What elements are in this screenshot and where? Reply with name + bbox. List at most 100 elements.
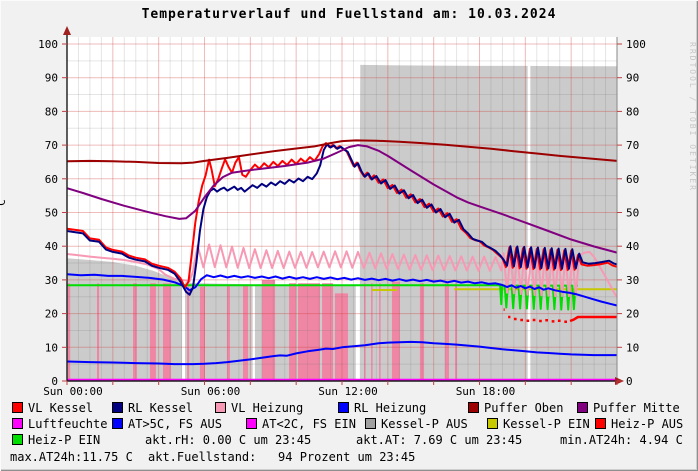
legend-item-rl-heizung: RL Heizung bbox=[338, 402, 426, 415]
legend-label: AT>5C, FS AUS bbox=[128, 417, 222, 431]
svg-text:10: 10 bbox=[45, 341, 58, 354]
svg-text:50: 50 bbox=[45, 207, 58, 220]
state-bar bbox=[379, 283, 381, 381]
legend-label: Kessel-P AUS bbox=[381, 417, 468, 431]
legend-item-puffer-mitte: Puffer Mitte bbox=[577, 402, 680, 415]
legend-label: RL Kessel bbox=[128, 401, 194, 415]
x-tick-label: Sun 06:00 bbox=[181, 385, 241, 398]
legend-stat-min-at24h-4-94-c: min.AT24h: 4.94 C bbox=[560, 434, 683, 447]
legend-swatch bbox=[468, 402, 479, 413]
state-bar bbox=[322, 283, 334, 381]
x-tick-label: Sun 12:00 bbox=[318, 385, 378, 398]
legend-label: Puffer Mitte bbox=[593, 401, 680, 415]
legend-label: Kessel-P EIN bbox=[503, 417, 590, 431]
state-bar bbox=[334, 293, 348, 381]
legend-label: akt.AT: 7.69 C um 23:45 bbox=[356, 433, 523, 447]
svg-text:100: 100 bbox=[38, 38, 58, 51]
series-at-5c-fs-aus bbox=[66, 340, 617, 366]
state-bar bbox=[243, 284, 249, 381]
state-bar bbox=[226, 284, 230, 381]
legend-item-rl-kessel: RL Kessel bbox=[112, 402, 193, 415]
legend-item-kessel-p-ein: Kessel-P EIN bbox=[487, 418, 590, 431]
legend-label: akt.Fuellstand: 94 Prozent um 23:45 bbox=[148, 450, 416, 464]
state-bar bbox=[419, 283, 425, 381]
legend-label: AT<2C, FS EIN bbox=[262, 417, 356, 431]
x-tick-label: Sun 00:00 bbox=[43, 385, 103, 398]
legend-swatch bbox=[12, 418, 23, 429]
legend-label: Puffer Oben bbox=[484, 401, 564, 415]
svg-text:40: 40 bbox=[626, 240, 639, 253]
state-bar bbox=[364, 283, 366, 381]
legend-swatch bbox=[487, 418, 498, 429]
legend-swatch bbox=[215, 402, 226, 413]
series-vl-heizung bbox=[66, 243, 618, 298]
legend-label: Heiz-P EIN bbox=[28, 433, 101, 447]
svg-text:70: 70 bbox=[45, 139, 58, 152]
state-bar bbox=[444, 283, 450, 381]
state-bar bbox=[67, 283, 71, 381]
svg-text:60: 60 bbox=[626, 173, 639, 186]
legend-item-at-2c-fs-ein: AT<2C, FS EIN bbox=[246, 418, 356, 431]
legend: VL Kessel RL Kessel VL Heizung RL Heizung Pu… bbox=[0, 398, 698, 471]
legend-label: VL Heizung bbox=[231, 401, 304, 415]
state-bar bbox=[97, 283, 100, 381]
svg-text:10: 10 bbox=[626, 341, 639, 354]
legend-label: Luftfeuchte bbox=[28, 417, 108, 431]
legend-item-luftfeuchte: Luftfeuchte bbox=[12, 418, 107, 431]
chart-canvas: 0 0 10 10 20 20 30 30 40 40 50 50 60 60 70 70 80 80 90 90 10… bbox=[38, 26, 646, 398]
svg-text:40: 40 bbox=[45, 240, 58, 253]
state-bar bbox=[289, 283, 296, 381]
legend-label: VL Kessel bbox=[28, 401, 94, 415]
svg-text:90: 90 bbox=[626, 72, 639, 85]
state-bar bbox=[149, 283, 156, 381]
svg-text:70: 70 bbox=[626, 139, 639, 152]
svg-text:30: 30 bbox=[626, 274, 639, 287]
legend-swatch bbox=[12, 402, 23, 413]
series-puffer-mitte bbox=[66, 144, 618, 254]
svg-text:0: 0 bbox=[51, 375, 58, 388]
legend-swatch bbox=[112, 418, 123, 429]
series-heiz-p-aus bbox=[503, 308, 617, 323]
state-bar bbox=[371, 283, 373, 381]
legend-label: max.AT24h:11.75 C bbox=[10, 450, 133, 464]
series-rl-heizung bbox=[66, 273, 618, 307]
graph-title: Temperaturverlauf und Fuellstand am: 10.… bbox=[141, 7, 557, 22]
state-bar bbox=[391, 281, 400, 381]
svg-text:50: 50 bbox=[626, 207, 639, 220]
legend-swatch bbox=[365, 418, 376, 429]
svg-text:90: 90 bbox=[45, 72, 58, 85]
legend-item-vl-heizung: VL Heizung bbox=[215, 402, 303, 415]
legend-item-at-5c-fs-aus: AT>5C, FS AUS bbox=[112, 418, 222, 431]
legend-item-heiz-p-aus: Heiz-P AUS bbox=[595, 418, 683, 431]
state-bar bbox=[187, 286, 190, 381]
legend-swatch bbox=[112, 402, 123, 413]
legend-stat-akt-at-7-69-c-um-23-45: akt.AT: 7.69 C um 23:45 bbox=[356, 434, 522, 447]
state-bar bbox=[454, 283, 458, 381]
svg-text:20: 20 bbox=[45, 308, 58, 321]
series-puffer-oben bbox=[66, 139, 618, 165]
legend-item-puffer-oben: Puffer Oben bbox=[468, 402, 563, 415]
svg-text:80: 80 bbox=[45, 105, 58, 118]
legend-label: akt.rH: 0.00 C um 23:45 bbox=[145, 433, 312, 447]
svg-text:20: 20 bbox=[626, 308, 639, 321]
legend-item-kessel-p-aus: Kessel-P AUS bbox=[365, 418, 468, 431]
legend-swatch bbox=[338, 402, 349, 413]
series-rl-kessel bbox=[66, 143, 618, 296]
legend-item-vl-kessel: VL Kessel bbox=[12, 402, 93, 415]
state-bar bbox=[133, 283, 137, 381]
svg-text:80: 80 bbox=[626, 105, 639, 118]
state-bar bbox=[199, 286, 205, 381]
svg-text:100: 100 bbox=[626, 38, 646, 51]
legend-stat-akt-fuellstand-94-prozent-um-23-45: akt.Fuellstand: 94 Prozent um 23:45 bbox=[148, 451, 415, 464]
legend-swatch bbox=[246, 418, 257, 429]
rrdtool-watermark: RRDTOOL / TOBI OETIKER bbox=[688, 42, 697, 192]
svg-text:0: 0 bbox=[626, 375, 633, 388]
legend-label: RL Heizung bbox=[354, 401, 427, 415]
x-tick-label: Sun 18:00 bbox=[456, 385, 516, 398]
svg-text:60: 60 bbox=[45, 173, 58, 186]
legend-swatch bbox=[577, 402, 588, 413]
svg-text:30: 30 bbox=[45, 274, 58, 287]
legend-item-heiz-p-ein: Heiz-P EIN bbox=[12, 434, 100, 447]
legend-swatch bbox=[595, 418, 606, 429]
